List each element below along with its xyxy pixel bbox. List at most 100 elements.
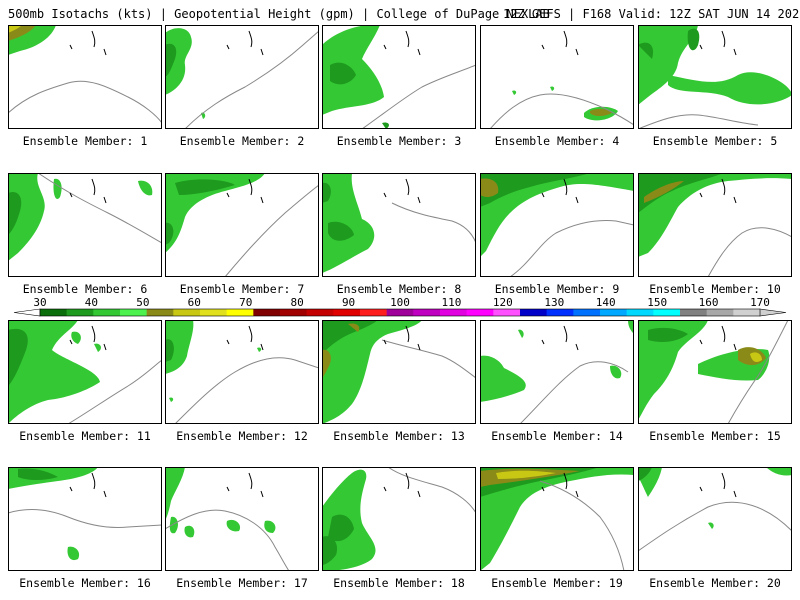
panel-label: Ensemble Member: 11: [19, 429, 151, 443]
height-contour: [381, 339, 476, 379]
coastline: [383, 30, 421, 56]
panel-label: Ensemble Member: 9: [494, 282, 620, 296]
panel-label: Ensemble Member: 5: [652, 134, 778, 148]
map-plot: [8, 467, 162, 571]
map-plot: [8, 25, 162, 129]
panel-label: Ensemble Member: 6: [22, 282, 148, 296]
panel-label: Ensemble Member: 15: [649, 429, 781, 443]
colorbar-swatch: [66, 309, 94, 316]
colorbar-swatch: [520, 309, 547, 316]
colorbar-swatch: [440, 309, 467, 316]
ensemble-panel: Ensemble Member: 12: [165, 320, 319, 443]
map-plot: [480, 25, 634, 129]
height-contour: [174, 357, 319, 424]
coastline: [69, 472, 107, 498]
isotach-shading: [322, 25, 389, 129]
height-contour: [638, 501, 792, 552]
colorbar-right-arrow: [759, 308, 787, 317]
height-contour: [387, 467, 476, 514]
coastline: [383, 472, 421, 498]
map-plot: [638, 320, 792, 424]
coastline: [541, 178, 579, 204]
colorbar-swatch: [493, 309, 521, 316]
isotach-shading: [322, 173, 375, 273]
colorbar-swatch: [706, 309, 734, 316]
coastline: [699, 30, 737, 56]
map-plot: [322, 25, 476, 129]
panel-label: Ensemble Member: 19: [491, 576, 623, 590]
height-contour: [184, 30, 319, 129]
isotach-shading: [8, 320, 101, 424]
ensemble-panel: Ensemble Member: 4: [480, 25, 634, 148]
panel-label: Ensemble Member: 3: [336, 134, 462, 148]
panel-label: Ensemble Member: 12: [176, 429, 308, 443]
height-contour: [489, 93, 634, 129]
colorbar-swatch: [306, 309, 334, 316]
ensemble-panel: Ensemble Member: 17: [165, 467, 319, 590]
map-plot: [8, 173, 162, 277]
map-plot: [165, 320, 319, 424]
ensemble-panel: Ensemble Member: 5: [638, 25, 792, 148]
map-plot: [638, 25, 792, 129]
colorbar-left-arrow: [13, 308, 41, 317]
ensemble-panel: Ensemble Member: 9: [480, 173, 634, 296]
map-plot: [322, 320, 476, 424]
colorbar-tick-label: 90: [342, 296, 355, 309]
isotach-shading: [165, 173, 265, 253]
ensemble-panel: Ensemble Member: 7: [165, 173, 319, 296]
colorbar-tick-label: 60: [188, 296, 201, 309]
map-plot: [8, 320, 162, 424]
colorbar-outline: [39, 308, 761, 317]
colorbar-tick-label: 50: [136, 296, 149, 309]
colorbar-swatch: [733, 309, 761, 316]
isotach-shading: [8, 173, 153, 261]
isotach-shading: [8, 467, 98, 561]
colorbar-tick-label: 140: [596, 296, 616, 309]
isotach-shading: [480, 173, 634, 257]
colorbar-swatch: [146, 309, 174, 316]
isotach-shading: [480, 467, 634, 571]
ensemble-panel: Ensemble Member: 2: [165, 25, 319, 148]
height-contour: [8, 509, 162, 528]
panel-label: Ensemble Member: 4: [494, 134, 620, 148]
height-contour: [391, 202, 476, 244]
colorbar-tick-label: 80: [291, 296, 304, 309]
isotach-shading: [638, 320, 770, 420]
coastline: [699, 178, 737, 204]
colorbar-swatch: [413, 309, 441, 316]
isotach-shading: [165, 467, 276, 538]
colorbar-swatch: [200, 309, 227, 316]
colorbar-swatch: [120, 309, 147, 316]
map-plot: [165, 467, 319, 571]
panel-label: Ensemble Member: 8: [336, 282, 462, 296]
map-title: 500mb Isotachs (kts) | Geopotential Heig…: [8, 7, 550, 21]
model-run-label: 12Z GEFS | F168 Valid: 12Z SAT JUN 14 20…: [503, 7, 800, 21]
colorbar-tick-label: 130: [544, 296, 564, 309]
colorbar-swatch: [546, 309, 574, 316]
isotach-shading: [8, 25, 56, 55]
panel-label: Ensemble Member: 20: [649, 576, 781, 590]
coastline: [541, 472, 579, 498]
map-plot: [480, 320, 634, 424]
colorbar-swatch: [226, 309, 254, 316]
ensemble-panel: Ensemble Member: 6: [8, 173, 162, 296]
height-contour: [539, 480, 625, 571]
ensemble-panel: Ensemble Member: 19: [480, 467, 634, 590]
colorbar-tick-label: 40: [85, 296, 98, 309]
coastline: [226, 472, 264, 498]
panel-label: Ensemble Member: 1: [22, 134, 148, 148]
ensemble-panel: Ensemble Member: 1: [8, 25, 162, 148]
coastline: [226, 30, 264, 56]
height-contour: [224, 184, 319, 277]
isotach-shading: [322, 320, 422, 424]
colorbar-tick-label: 170: [750, 296, 770, 309]
coastline: [541, 325, 579, 351]
height-contour: [67, 359, 162, 424]
map-plot: [638, 467, 792, 571]
colorbar-tick-label: 110: [441, 296, 461, 309]
colorbar-swatch: [600, 309, 627, 316]
coastline: [226, 178, 264, 204]
panel-label: Ensemble Member: 13: [333, 429, 465, 443]
isotach-shading: [638, 173, 792, 257]
panel-label: Ensemble Member: 17: [176, 576, 308, 590]
